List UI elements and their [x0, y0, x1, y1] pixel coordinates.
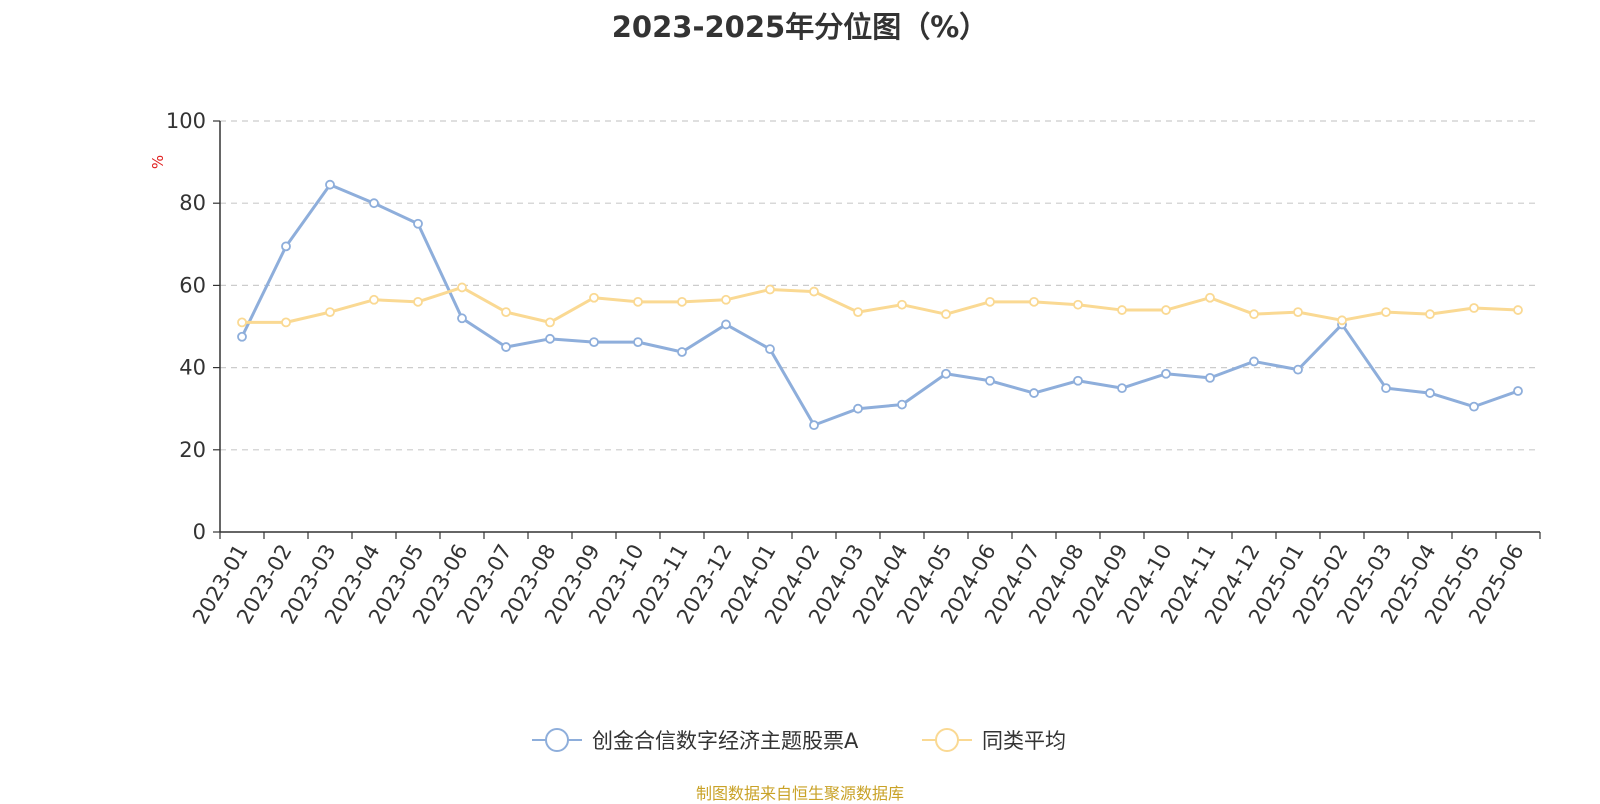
y-axis-label: %: [149, 155, 167, 169]
data-point: [545, 333, 555, 344]
legend-item-1: 创金合信数字经济主题股票A: [532, 728, 859, 753]
data-point: [325, 179, 335, 190]
data-point: [1381, 307, 1391, 318]
data-point: [1469, 401, 1479, 412]
data-point: [633, 337, 643, 348]
y-tick-label: 0: [193, 520, 206, 544]
data-point: [325, 307, 335, 318]
data-point: [1425, 388, 1435, 398]
data-point: [237, 317, 247, 328]
data-point: [369, 294, 379, 305]
y-tick-label: 20: [179, 438, 206, 462]
data-point: [897, 399, 907, 410]
data-point: [1029, 388, 1039, 398]
source-note: 制图数据来自恒生聚源数据库: [695, 784, 904, 803]
data-point: [677, 347, 687, 357]
data-point: [457, 282, 467, 293]
data-point: [985, 375, 995, 386]
data-point: [281, 241, 291, 252]
data-point: [677, 296, 687, 307]
data-point: [1249, 356, 1259, 367]
data-point: [1337, 315, 1347, 326]
series-line: [242, 285, 1519, 324]
data-point: [985, 296, 995, 307]
data-point: [1161, 368, 1171, 379]
grid-lines: [220, 120, 1540, 451]
data-point: [589, 337, 599, 348]
series-layer: [237, 179, 1523, 431]
legend-label: 同类平均: [982, 729, 1066, 753]
data-point: [853, 307, 863, 318]
data-point: [853, 403, 863, 414]
data-point: [1205, 372, 1215, 383]
data-point: [1381, 383, 1391, 394]
data-point: [1249, 309, 1259, 320]
axes: 0204060801002023-012023-022023-032023-04…: [166, 109, 1541, 628]
data-point: [1513, 386, 1523, 396]
data-point: [1117, 305, 1127, 315]
legend: 创金合信数字经济主题股票A 同类平均: [532, 728, 1066, 753]
data-point: [1513, 305, 1523, 315]
data-point: [501, 342, 511, 352]
data-point: [457, 313, 467, 324]
data-point: [281, 317, 291, 328]
data-point: [809, 286, 819, 297]
data-point: [1293, 307, 1303, 318]
y-tick-label: 40: [179, 356, 206, 380]
data-point: [721, 319, 731, 330]
legend-marker: [545, 728, 569, 752]
data-point: [633, 296, 643, 307]
data-point: [501, 307, 511, 318]
y-tick-label: 80: [179, 191, 206, 215]
data-point: [765, 284, 775, 295]
data-point: [237, 331, 247, 342]
legend-label: 创金合信数字经济主题股票A: [592, 729, 859, 753]
y-tick-label: 100: [166, 109, 206, 133]
legend-item-2: 同类平均: [922, 728, 1066, 753]
data-point: [1073, 375, 1083, 386]
data-point: [1425, 309, 1435, 320]
chart-title: 2023-2025年分位图（%）: [611, 10, 989, 44]
data-point: [1293, 364, 1303, 375]
y-tick-label: 60: [179, 273, 206, 297]
data-point: [1029, 296, 1039, 307]
data-point: [721, 294, 731, 305]
data-point: [413, 296, 423, 307]
data-point: [1073, 299, 1083, 310]
data-point: [809, 420, 819, 431]
data-point: [1161, 305, 1171, 315]
data-point: [369, 198, 379, 209]
data-point: [1117, 383, 1127, 394]
data-point: [897, 299, 907, 310]
data-point: [1205, 292, 1215, 303]
series-2: [237, 282, 1523, 328]
data-point: [765, 344, 775, 355]
data-point: [545, 317, 555, 328]
series-1: [237, 179, 1523, 431]
data-point: [1469, 303, 1479, 313]
data-point: [589, 292, 599, 303]
series-line: [240, 183, 1519, 427]
data-point: [941, 309, 951, 320]
legend-marker: [935, 728, 959, 752]
data-point: [941, 368, 951, 379]
data-point: [413, 218, 423, 229]
